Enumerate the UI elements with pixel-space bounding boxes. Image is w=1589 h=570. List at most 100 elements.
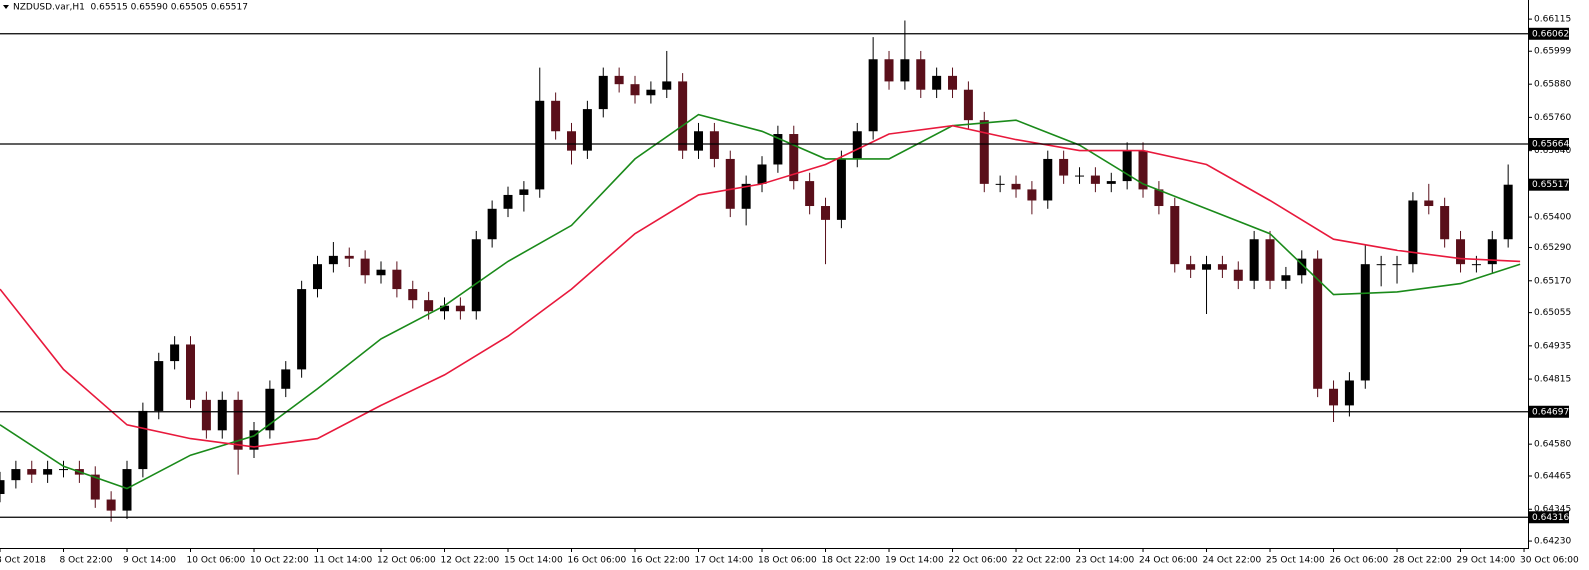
x-tick-label: 12 Oct 06:00: [377, 556, 436, 566]
candle-body: [630, 84, 640, 96]
candle-body: [1408, 200, 1418, 265]
candle-body: [297, 289, 307, 370]
level-box: [1529, 27, 1569, 40]
x-tick-label: 10 Oct 06:00: [187, 556, 246, 566]
candle-body: [582, 109, 592, 151]
y-tick-label: 0.66115: [1534, 15, 1571, 25]
candle-body: [1059, 158, 1069, 176]
candle-body: [1313, 258, 1323, 389]
candle-body: [789, 134, 799, 182]
candle-body: [821, 206, 831, 220]
candle-body: [725, 158, 735, 209]
candle-body: [1090, 175, 1100, 184]
level-label: 0.64316: [1532, 513, 1569, 523]
candle-body: [741, 183, 751, 209]
candle-body: [1424, 200, 1434, 207]
candle-body: [1297, 258, 1307, 276]
level-box: [1529, 405, 1569, 418]
x-tick-label: 8 Oct 22:00: [60, 556, 113, 566]
candle-body: [281, 369, 291, 389]
candle-body: [1043, 158, 1053, 201]
candle-body: [424, 300, 434, 312]
candle-body: [868, 59, 878, 132]
candle-body: [551, 100, 561, 132]
candle-body: [154, 361, 164, 411]
candle-body: [90, 474, 100, 500]
candle-body: [1392, 264, 1402, 266]
y-tick-label: 0.64935: [1534, 341, 1571, 351]
candle-body: [1360, 264, 1370, 381]
x-tick-label: 23 Oct 14:00: [1076, 556, 1135, 566]
chart-title: NZDUSD.var,H1 0.65515 0.65590 0.65505 0.…: [13, 3, 248, 13]
candle-body: [614, 75, 624, 85]
candle-body: [646, 89, 656, 96]
candle-body: [186, 344, 196, 400]
candle-body: [27, 469, 37, 475]
candle-body: [170, 344, 180, 362]
candle-body: [503, 194, 513, 209]
y-tick-label: 0.64815: [1534, 375, 1571, 385]
x-tick-label: 26 Oct 06:00: [1330, 556, 1389, 566]
level-box: [1529, 511, 1569, 524]
x-tick-label: 18 Oct 22:00: [822, 556, 881, 566]
candle-body: [106, 499, 116, 511]
candle-body: [233, 399, 243, 450]
candle-body: [313, 264, 323, 290]
candle-body: [900, 59, 910, 82]
candle-body: [43, 469, 53, 475]
candle-body: [678, 81, 688, 151]
x-tick-label: 17 Oct 14:00: [695, 556, 754, 566]
y-tick-label: 0.65880: [1534, 80, 1571, 90]
x-tick-label: 10 Oct 22:00: [250, 556, 309, 566]
level-box: [1529, 137, 1569, 150]
candle-body: [487, 208, 497, 240]
candle-body: [1265, 239, 1275, 281]
x-tick-label: 29 Oct 14:00: [1457, 556, 1516, 566]
candle-body: [1456, 239, 1466, 265]
candle-body: [1202, 264, 1212, 270]
candle-body: [392, 269, 402, 290]
y-tick-label: 0.65999: [1534, 47, 1571, 57]
candle-body: [59, 469, 69, 471]
candle-body: [1329, 388, 1339, 406]
candle-body: [1154, 189, 1164, 207]
candle-body: [1487, 239, 1497, 265]
moving-average: [0, 124, 1521, 448]
x-tick-label: 12 Oct 22:00: [441, 556, 500, 566]
candle-body: [932, 75, 942, 90]
y-tick-label: 0.65640: [1534, 146, 1571, 156]
candle-body: [836, 158, 846, 220]
x-tick-label: 22 Oct 06:00: [949, 556, 1008, 566]
candle-body: [1440, 206, 1450, 240]
candle-body: [138, 410, 148, 470]
candle-body: [1471, 264, 1481, 266]
candle-body: [567, 131, 577, 151]
candle-body: [1138, 150, 1148, 190]
candle-body: [1106, 181, 1116, 184]
candle-body: [535, 100, 545, 190]
x-tick-label: 19 Oct 14:00: [885, 556, 944, 566]
y-tick-label: 0.64580: [1534, 440, 1571, 450]
y-tick-label: 0.65170: [1534, 276, 1571, 286]
level-label: 0.66062: [1532, 29, 1569, 39]
candle-body: [122, 469, 132, 511]
candle-body: [1503, 184, 1513, 240]
candle-body: [201, 399, 211, 431]
x-tick-label: 8 Oct 2018: [0, 556, 46, 566]
last-price-label: 0.65517: [1532, 180, 1569, 190]
candle-body: [249, 430, 259, 450]
candle-body: [1217, 264, 1227, 270]
candle-body: [694, 131, 704, 151]
candle-body: [979, 120, 989, 184]
x-tick-label: 16 Oct 06:00: [568, 556, 627, 566]
candle-body: [662, 81, 672, 90]
x-tick-label: 30 Oct 06:00: [1520, 556, 1579, 566]
candle-body: [884, 59, 894, 82]
candle-body: [328, 255, 338, 265]
y-tick-label: 0.65055: [1534, 308, 1571, 318]
level-label: 0.64697: [1532, 407, 1569, 417]
x-tick-label: 24 Oct 22:00: [1203, 556, 1262, 566]
candle-body: [1122, 150, 1132, 182]
